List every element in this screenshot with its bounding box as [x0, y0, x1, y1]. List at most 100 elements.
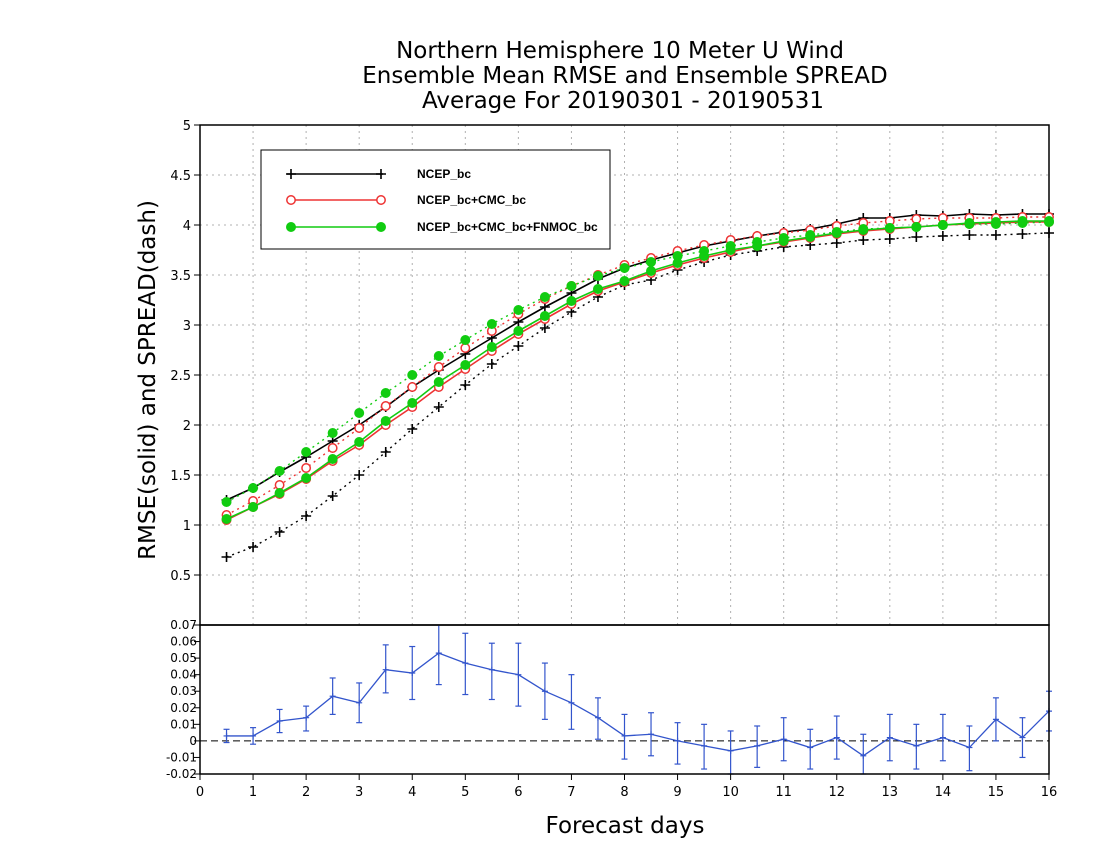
chart-title-line-3: Average For 20190301 - 20190531	[422, 88, 824, 114]
spread-point	[539, 323, 550, 333]
top-y-tick-label: 1.5	[170, 469, 191, 484]
difference-point	[223, 732, 230, 739]
difference-point	[966, 744, 973, 751]
difference-point	[488, 666, 495, 673]
series-1	[221, 212, 1054, 525]
difference-point	[382, 666, 389, 673]
spread-point	[221, 552, 232, 562]
difference-point	[701, 742, 708, 749]
spread-point	[274, 527, 285, 537]
rmse-point	[884, 223, 895, 233]
spread-point	[354, 423, 365, 433]
spread-point	[221, 497, 232, 507]
spread-point	[911, 232, 922, 242]
rmse-spread-panel: 0.5 1 1.5 2 2.5 3 3.5 4 4.5 5	[170, 119, 1054, 626]
bottom-y-tick-label: 0	[189, 734, 197, 748]
difference-series-0	[223, 625, 1052, 775]
x-tick-label: 10	[722, 785, 739, 800]
spread-point	[301, 463, 312, 473]
rmse-point	[221, 514, 232, 524]
difference-point	[860, 752, 867, 759]
x-tick-label: 11	[775, 785, 792, 800]
rmse-point	[990, 217, 1001, 227]
spread-point	[486, 359, 497, 369]
rmse-line	[226, 213, 1049, 501]
spread-point	[964, 230, 975, 240]
rmse-point	[1017, 216, 1028, 226]
difference-point	[886, 734, 893, 741]
rmse-point	[327, 454, 338, 464]
rmse-point	[513, 326, 524, 336]
bottom-y-tick-label: 0.07	[170, 618, 197, 632]
spread-point	[327, 491, 338, 501]
legend-marker	[376, 169, 386, 179]
rmse-point	[301, 473, 312, 483]
chart-title-line-1: Northern Hemisphere 10 Meter U Wind	[396, 38, 844, 64]
chart-title-line-2: Ensemble Mean RMSE and Ensemble SPREAD	[362, 63, 887, 89]
difference-point	[674, 737, 681, 744]
rmse-point	[566, 296, 577, 306]
x-tick-label: 13	[882, 785, 899, 800]
difference-point	[329, 693, 336, 700]
rmse-point	[486, 342, 497, 352]
spread-point	[407, 382, 418, 392]
difference-point	[250, 732, 257, 739]
top-y-tick-label: 3.5	[170, 269, 191, 284]
top-y-tick-label: 2.5	[170, 369, 191, 384]
bottom-y-tick-label: 0.01	[170, 717, 197, 731]
x-tick-label: 15	[988, 785, 1005, 800]
rmse-point	[831, 228, 842, 238]
spread-point	[301, 447, 312, 457]
rmse-point	[592, 284, 603, 294]
legend-marker	[286, 169, 296, 179]
rmse-point	[672, 258, 683, 268]
spread-point	[619, 263, 630, 273]
difference-point	[780, 736, 787, 743]
spread-point	[354, 408, 365, 418]
spread-point	[460, 380, 471, 390]
difference-line	[226, 652, 1050, 757]
spread-point	[327, 443, 338, 453]
legend: NCEP_bc NCEP_bc+CMC_bc NCEP_bc+CMC_bc+FNMO…	[260, 149, 611, 250]
spread-point	[274, 466, 285, 476]
spread-point	[327, 428, 338, 438]
legend-label: NCEP_bc+CMC_bc	[417, 193, 526, 207]
top-y-tick-label: 4.5	[170, 169, 191, 184]
top-y-tick-label: 0.5	[170, 569, 191, 584]
difference-point	[276, 718, 283, 725]
x-tick-label: 4	[408, 785, 416, 800]
spread-point	[486, 319, 497, 329]
spread-point	[460, 335, 471, 345]
spread-point	[990, 230, 1001, 240]
spread-point	[248, 483, 259, 493]
series-2	[221, 216, 1054, 524]
bottom-y-tick-label: 0.03	[170, 684, 197, 698]
spread-point	[831, 238, 842, 248]
x-axis-label: Forecast days	[546, 813, 705, 839]
rmse-point	[778, 236, 789, 246]
spread-point	[274, 480, 285, 490]
x-tick-label: 6	[514, 785, 522, 800]
difference-point	[992, 716, 999, 723]
rmse-point	[407, 398, 418, 408]
spread-point	[566, 281, 577, 291]
difference-panel: -0.02 -0.01 0 0.01 0.02 0.03 0.04 0.05 0.06 0.07 0…	[166, 618, 1057, 800]
spread-point	[380, 447, 391, 457]
bottom-y-tick-label: 0.05	[170, 651, 197, 665]
difference-point	[541, 688, 548, 695]
spread-point	[1044, 228, 1054, 238]
rmse-point	[539, 311, 550, 321]
difference-point	[807, 744, 814, 751]
spread-point	[407, 424, 418, 434]
spread-point	[433, 362, 444, 372]
difference-point	[754, 742, 761, 749]
top-y-tick-label: 1	[183, 519, 191, 534]
top-y-tick-label: 2	[183, 419, 191, 434]
rmse-point	[619, 276, 630, 286]
spread-point	[513, 341, 524, 351]
difference-point	[409, 670, 416, 677]
bottom-y-tick-label: -0.02	[166, 767, 197, 781]
rmse-point	[274, 488, 285, 498]
